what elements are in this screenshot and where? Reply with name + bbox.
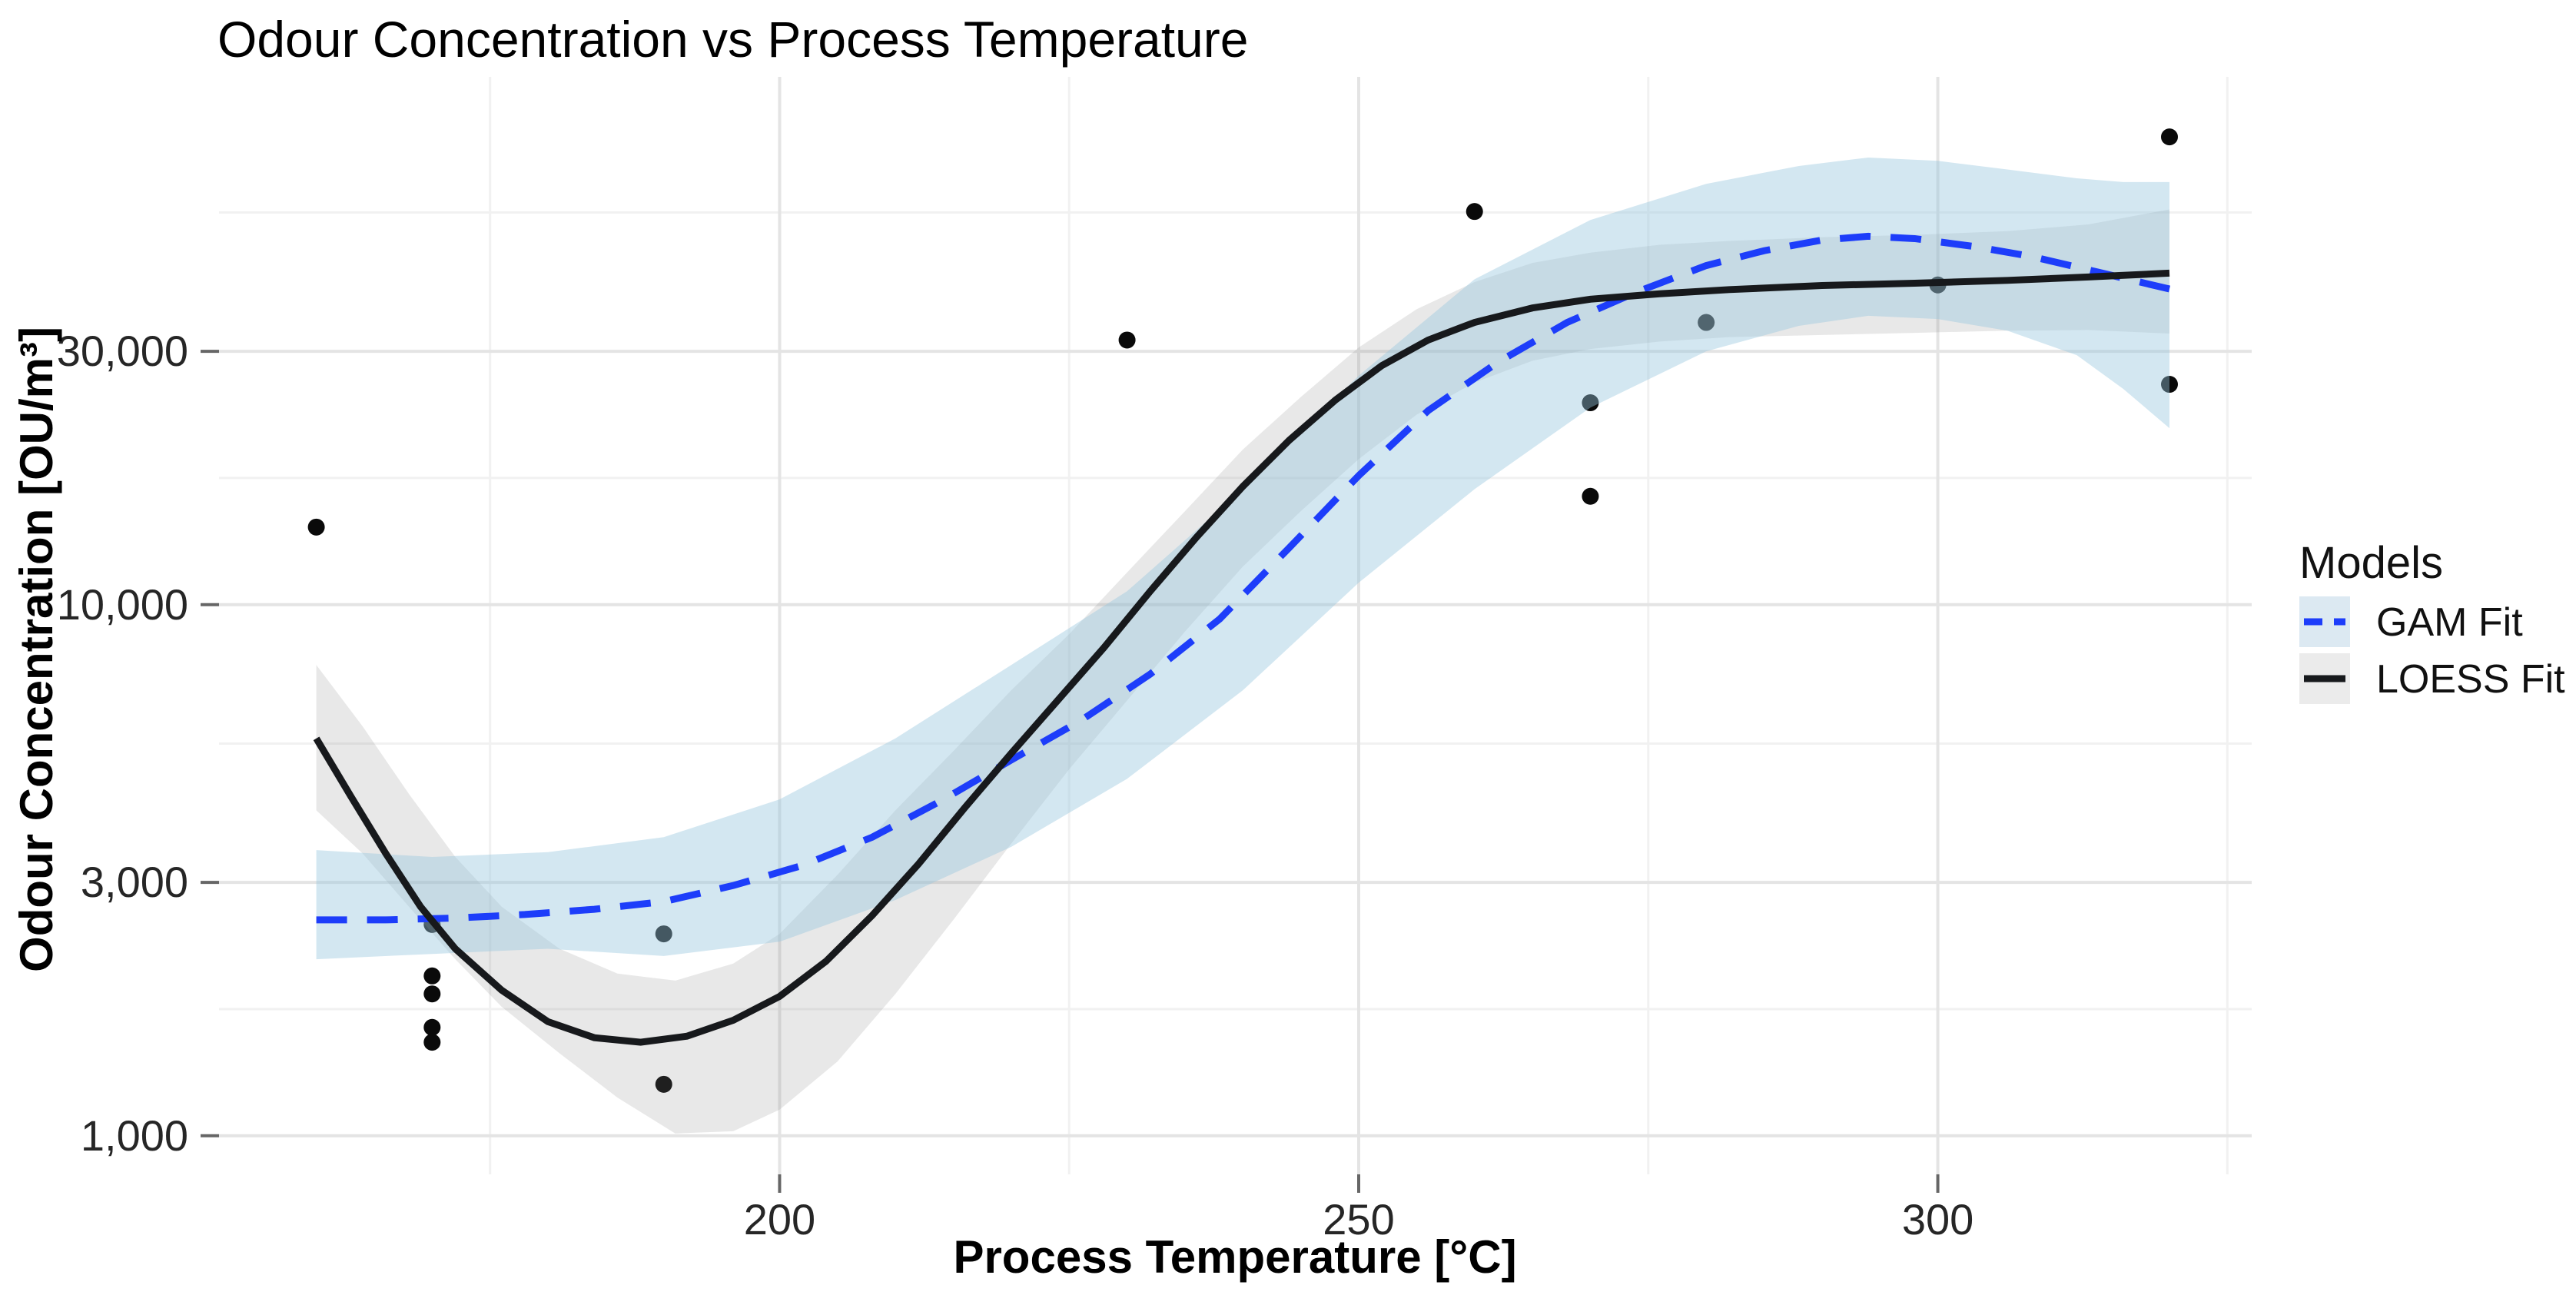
data-point	[307, 518, 325, 536]
data-point	[655, 1075, 672, 1093]
major-gridlines	[219, 77, 2252, 1174]
loess-fit-line	[313, 269, 2170, 1046]
data-point	[1466, 203, 1483, 221]
data-point	[655, 925, 672, 943]
data-point	[423, 1034, 441, 1051]
y-axis-title: Odour Concentration [OU/m³]	[11, 327, 62, 972]
legend-label-loess: LOESS Fit	[2376, 657, 2565, 702]
confidence-bands	[316, 157, 2169, 1134]
gam-confidence-band	[316, 157, 2169, 960]
y-tick-label: 30,000	[57, 327, 188, 375]
fit-lines	[313, 232, 2171, 1046]
y-tick-label: 10,000	[57, 580, 188, 629]
minor-gridlines	[219, 77, 2252, 1174]
data-point	[1582, 394, 1599, 412]
y-tick-label: 1,000	[81, 1111, 188, 1160]
x-axis-tick-labels: 200 250 300	[744, 1195, 1974, 1244]
y-axis-tick-labels: 1,000 3,000 10,000 30,000	[57, 327, 188, 1160]
x-tick-label: 250	[1323, 1195, 1394, 1244]
data-point	[423, 985, 441, 1003]
legend-title: Models	[2299, 538, 2443, 588]
data-point	[2160, 128, 2178, 146]
x-axis-title: Process Temperature [°C]	[953, 1231, 1516, 1283]
data-point	[423, 1018, 441, 1036]
data-point	[423, 967, 441, 985]
x-tick-label: 300	[1902, 1195, 1973, 1244]
chart-title: Odour Concentration vs Process Temperatu…	[217, 11, 1248, 68]
legend-label-gam: GAM Fit	[2376, 600, 2523, 645]
gam-fit-line	[316, 232, 2171, 924]
data-point	[1118, 331, 1136, 349]
data-point	[2160, 376, 2178, 394]
legend: Models GAM Fit LOESS Fit	[2299, 538, 2565, 704]
loess-confidence-band	[316, 209, 2169, 1134]
x-tick-label: 200	[744, 1195, 815, 1244]
data-point	[1698, 314, 1715, 331]
data-point	[1582, 487, 1599, 505]
y-tick-label: 3,000	[81, 858, 188, 906]
axis-tick-marks	[201, 350, 1940, 1193]
